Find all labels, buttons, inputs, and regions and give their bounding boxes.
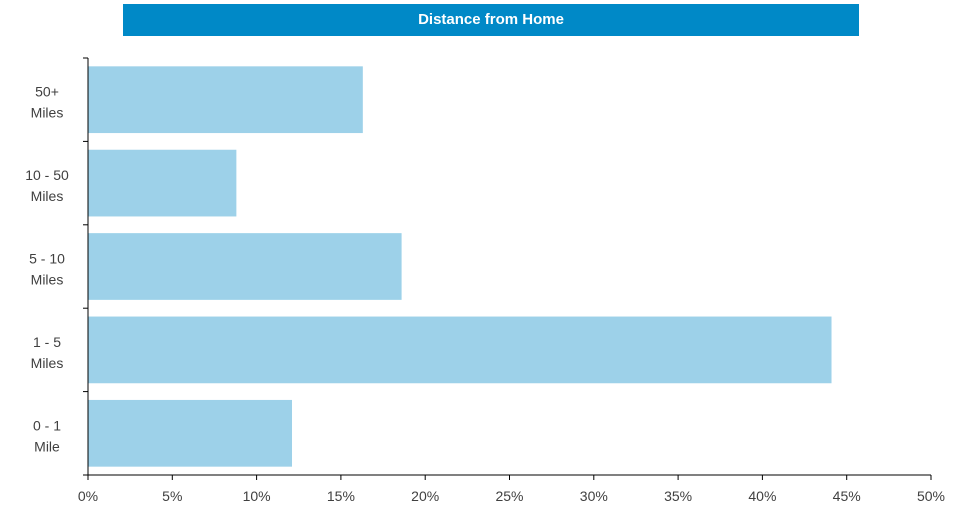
x-tick-label: 40% — [748, 488, 776, 504]
y-category-label-line: 1 - 5 — [33, 334, 61, 350]
y-category-label-line: Mile — [34, 438, 60, 454]
y-category-label-line: Miles — [31, 188, 64, 204]
y-category-label-line: 50+ — [35, 84, 59, 100]
x-tick-label: 35% — [664, 488, 692, 504]
x-tick-label: 15% — [327, 488, 355, 504]
y-category-label: 10 - 50 Miles — [25, 167, 69, 204]
x-tick-label: 30% — [580, 488, 608, 504]
y-category-label-line: Miles — [31, 355, 64, 371]
x-tick-label: 10% — [243, 488, 271, 504]
y-category-label-line: Miles — [31, 272, 64, 288]
x-tick-label: 0% — [78, 488, 98, 504]
x-tick-label: 25% — [495, 488, 523, 504]
y-category-label: 1 - 5 Miles — [31, 334, 64, 371]
y-category-label-line: 10 - 50 — [25, 167, 69, 183]
y-category-label-line: 5 - 10 — [29, 251, 65, 267]
bar-4 — [88, 316, 832, 384]
y-category-label-line: Miles — [31, 105, 64, 121]
bar-1 — [88, 66, 363, 134]
chart-title: Distance from Home — [418, 11, 564, 28]
bar-2 — [88, 149, 237, 217]
chart-title-banner — [123, 4, 859, 36]
x-tick-label: 50% — [917, 488, 945, 504]
bar-5 — [88, 399, 293, 467]
x-tick-label: 20% — [411, 488, 439, 504]
x-tick-label: 45% — [833, 488, 861, 504]
y-category-label: 0 - 1 Mile — [33, 417, 61, 454]
y-category-label: 5 - 10 Miles — [29, 251, 65, 288]
bar-3 — [88, 233, 402, 300]
x-tick-label: 5% — [162, 488, 182, 504]
y-category-label: 50+ Miles — [31, 84, 64, 121]
y-category-label-line: 0 - 1 — [33, 417, 61, 433]
